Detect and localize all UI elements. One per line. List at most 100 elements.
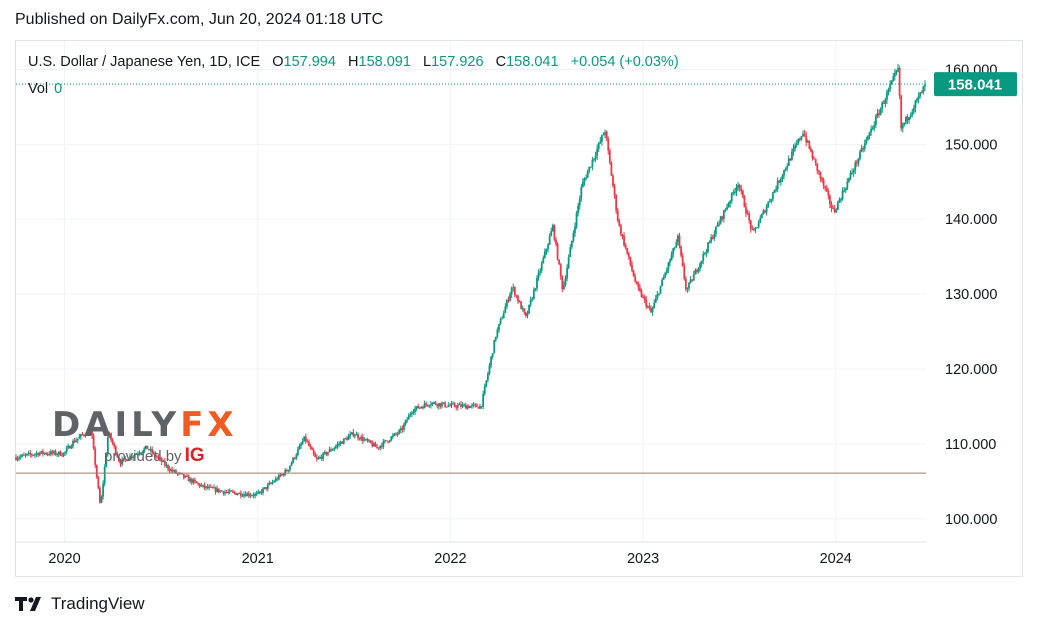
candle-body: [513, 287, 516, 296]
candle-body: [477, 407, 480, 409]
candle-body: [881, 102, 884, 109]
candle-body: [919, 92, 922, 96]
candle-body: [540, 262, 543, 271]
candle-body: [266, 484, 269, 489]
candle-body: [418, 407, 421, 409]
candle-body: [293, 457, 296, 459]
candle-body: [429, 404, 432, 406]
candle-body: [170, 469, 173, 472]
candle-body: [42, 450, 44, 454]
candle-body: [574, 226, 576, 234]
ig-logo: IG: [184, 445, 205, 466]
candle-body: [163, 460, 166, 466]
candle-body: [507, 299, 510, 301]
candle-body: [696, 270, 698, 272]
candle-body: [811, 151, 814, 159]
candle-body: [46, 453, 49, 455]
candle-body: [303, 436, 306, 442]
candle-body: [498, 323, 500, 330]
candle-body: [610, 162, 613, 176]
candle-body: [244, 494, 247, 497]
candle-body: [249, 495, 252, 497]
candle-body: [751, 228, 754, 230]
candle-body: [371, 443, 374, 447]
candle-body: [803, 133, 806, 136]
candle-body: [209, 486, 212, 488]
candle-body: [434, 402, 437, 405]
candle-body: [844, 188, 847, 191]
candle-body: [203, 484, 206, 488]
candle-body: [539, 270, 542, 273]
candle-body: [73, 440, 76, 443]
candle-body: [648, 306, 651, 309]
candle-body: [599, 141, 602, 143]
candle-body: [529, 299, 532, 305]
candle-body: [483, 386, 486, 394]
candle-body: [349, 434, 352, 437]
candle-body: [632, 270, 635, 277]
symbol-label[interactable]: U.S. Dollar / Japanese Yen, 1D, ICE: [28, 54, 261, 70]
candle-body: [220, 490, 223, 492]
candle-body: [754, 227, 757, 230]
candle-body: [298, 445, 301, 450]
candle-body: [384, 440, 386, 442]
candle-body: [729, 201, 732, 204]
candle-body: [380, 445, 383, 447]
candle-body: [277, 474, 280, 480]
candle-body: [911, 111, 914, 116]
candle-body: [734, 191, 736, 193]
candle-body: [670, 254, 673, 261]
candle-body: [475, 404, 478, 408]
candle-body: [57, 451, 60, 455]
candle-body: [833, 209, 836, 212]
candle-body: [114, 446, 117, 455]
watermark-provided-by: provided by IG: [104, 445, 205, 467]
candle-body: [254, 493, 257, 496]
candle-body: [415, 406, 418, 409]
candle-body: [878, 113, 880, 115]
candle-body: [667, 262, 670, 270]
candle-body: [285, 470, 288, 472]
candle-body: [81, 434, 84, 436]
candle-body: [665, 269, 668, 273]
candle-body: [545, 248, 548, 252]
candle-body: [309, 445, 312, 448]
y-tick-label: 140.000: [945, 212, 997, 228]
candle-body: [817, 170, 820, 173]
candle-body: [141, 451, 144, 453]
candle-body: [146, 445, 149, 450]
candle-body: [404, 420, 407, 425]
candle-body: [255, 493, 258, 495]
candle-body: [228, 490, 231, 493]
high-label: H: [348, 54, 359, 70]
candle-body: [342, 438, 345, 444]
candle-body: [334, 446, 337, 448]
candle-body: [582, 181, 584, 188]
candle-body: [24, 454, 27, 456]
candle-body: [399, 428, 402, 431]
open-value: 157.994: [283, 54, 336, 70]
candle-body: [488, 365, 491, 374]
candle-body: [643, 296, 646, 300]
chart-frame[interactable]: [15, 40, 1023, 577]
tradingview-footer[interactable]: TradingView: [15, 594, 145, 614]
candle-body: [78, 436, 81, 439]
candle-body: [190, 478, 193, 483]
candle-body: [124, 458, 127, 460]
candle-body: [34, 454, 36, 456]
candle-body: [312, 449, 315, 455]
candle-body: [897, 68, 899, 71]
candle-body: [65, 448, 68, 452]
candle-body: [148, 449, 150, 451]
candle-body: [281, 474, 283, 476]
candle-body: [396, 433, 399, 435]
candlestick-series: [15, 63, 926, 504]
candle-body: [222, 491, 225, 494]
candle-body: [401, 428, 404, 430]
candle-body: [273, 481, 276, 483]
candle-body: [423, 403, 426, 409]
candle-body: [406, 419, 409, 421]
candle-body: [461, 404, 464, 407]
candle-body: [825, 188, 828, 192]
